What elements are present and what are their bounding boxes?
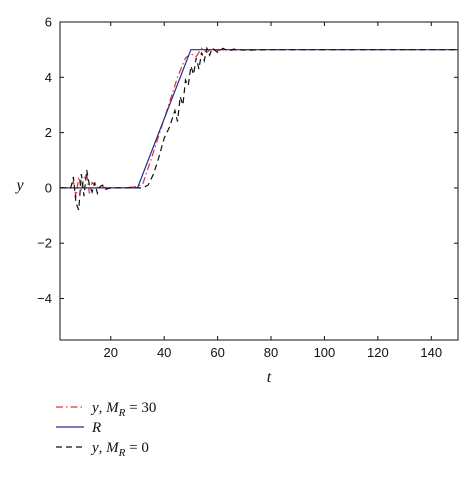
x-tick-label: 100: [314, 345, 336, 360]
x-tick-label: 60: [210, 345, 224, 360]
x-tick-label: 120: [367, 345, 389, 360]
y-tick-label: 2: [45, 125, 52, 140]
legend-entry-ymr0: y, MR = 0: [90, 440, 149, 459]
series-line-ymr0: [60, 46, 458, 211]
ticks-layer: 20 40 60 80 100 120 140 −4 −2 0 2 4 6: [37, 15, 458, 360]
y-tick-label: 6: [45, 15, 52, 30]
y-tick-label: 0: [45, 180, 52, 195]
x-tick-label: 80: [264, 345, 278, 360]
x-tick-label: 140: [420, 345, 442, 360]
y-axis-label: y: [14, 177, 24, 194]
plot-background: [60, 22, 458, 340]
x-tick-label: 20: [104, 345, 118, 360]
legend-entry-ymr30: y, MR = 30: [90, 400, 156, 419]
series-layer: [60, 46, 458, 211]
legend-entry-R: R: [91, 420, 101, 436]
y-tick-label: −4: [37, 291, 52, 306]
y-tick-label: −2: [37, 236, 52, 251]
x-axis-label: t: [267, 369, 272, 386]
plot-frame: [59, 21, 459, 341]
y-tick-label: 4: [45, 70, 52, 85]
x-tick-label: 40: [157, 345, 171, 360]
